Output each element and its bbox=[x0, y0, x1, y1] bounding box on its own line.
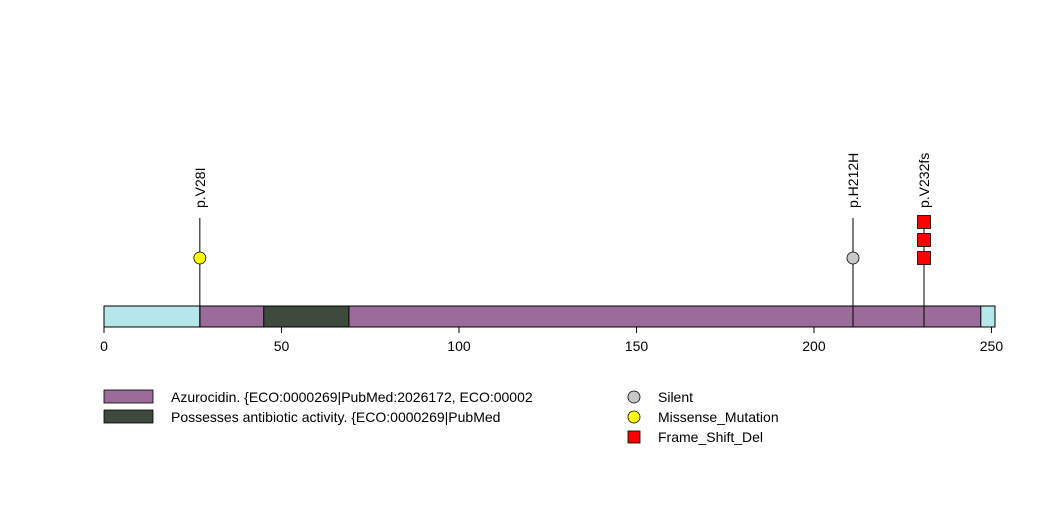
mutation-label: p.V28I bbox=[192, 168, 208, 208]
mutation-marker bbox=[917, 215, 931, 229]
axis-tick-label: 50 bbox=[274, 338, 290, 354]
legend-type-label: Missense_Mutation bbox=[658, 409, 779, 425]
legend-type-marker bbox=[627, 410, 641, 424]
axis-tick-label: 200 bbox=[802, 338, 826, 354]
mutation-markers bbox=[193, 215, 931, 265]
mutation-marker bbox=[846, 251, 860, 265]
mutation-marker bbox=[917, 233, 931, 247]
legend-type-marker bbox=[627, 390, 641, 404]
axis-tick-label: 150 bbox=[625, 338, 649, 354]
legend-type-label: Frame_Shift_Del bbox=[658, 429, 763, 445]
legend-domain-label: Possesses antibiotic activity. {ECO:0000… bbox=[171, 409, 500, 425]
axis-tick-label: 0 bbox=[100, 338, 108, 354]
x-axis: 0 50 100 150 200 250 bbox=[100, 326, 1004, 354]
legend: Azurocidin. {ECO:0000269|PubMed:2026172,… bbox=[103, 389, 779, 445]
mutation-label: p.V232fs bbox=[916, 153, 932, 208]
mutation-labels: p.V28I p.H212H p.V232fs bbox=[192, 153, 932, 208]
legend-type-label: Silent bbox=[658, 389, 693, 405]
protein-track bbox=[103, 305, 996, 328]
legend-type-marker bbox=[627, 430, 641, 444]
axis-tick-label: 100 bbox=[447, 338, 471, 354]
legend-domain-swatch bbox=[103, 409, 154, 424]
legend-domain-label: Azurocidin. {ECO:0000269|PubMed:2026172,… bbox=[171, 389, 533, 405]
domain-rect bbox=[263, 305, 350, 328]
mutation-label: p.H212H bbox=[845, 153, 861, 208]
axis-tick-label: 250 bbox=[980, 338, 1004, 354]
mutation-marker bbox=[917, 251, 931, 265]
mutation-marker bbox=[193, 251, 207, 265]
legend-domain-swatch bbox=[103, 389, 154, 404]
